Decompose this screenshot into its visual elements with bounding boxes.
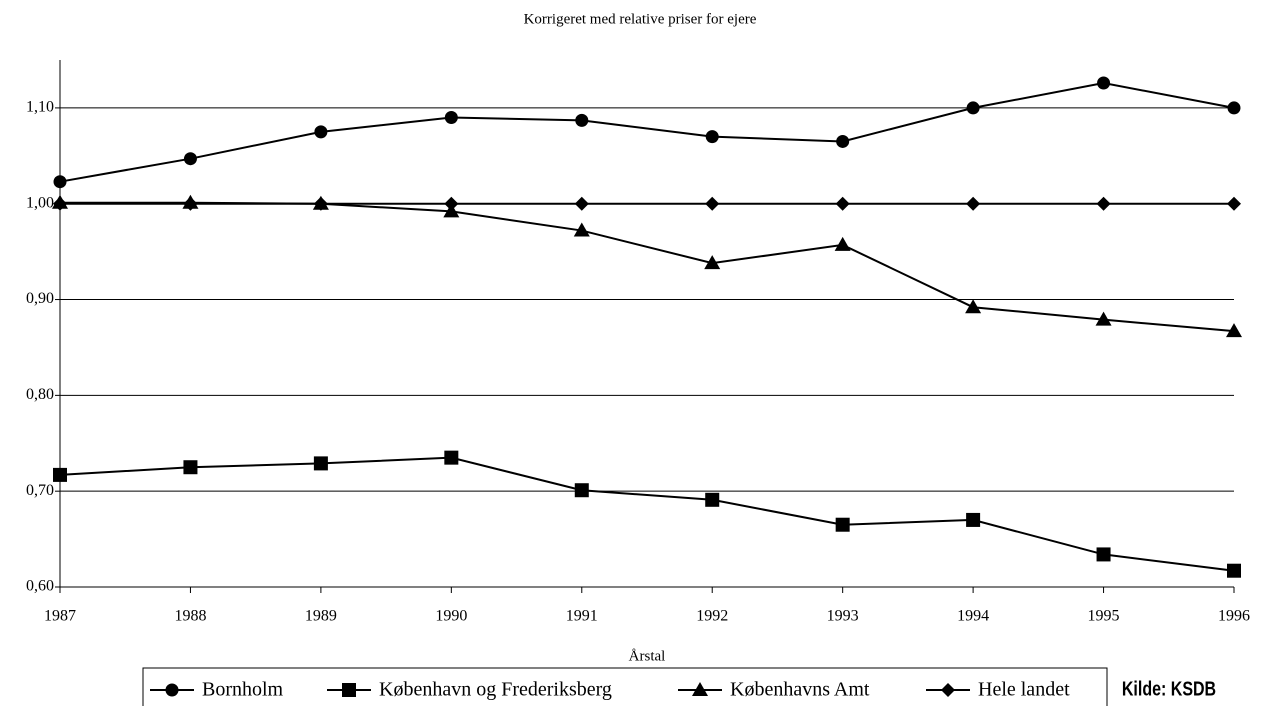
legend-box <box>142 667 1108 706</box>
x-tick-label: 1996 <box>1218 608 1250 625</box>
marker <box>53 467 67 482</box>
x-tick-label: 1994 <box>957 608 989 625</box>
marker <box>941 683 955 697</box>
marker <box>1226 323 1242 338</box>
legend-label: Bornholm <box>202 679 284 701</box>
chart-title: Korrigeret med relative priser for ejere <box>524 11 757 27</box>
x-tick-label: 1993 <box>827 608 859 625</box>
marker <box>573 222 590 237</box>
marker <box>574 196 589 211</box>
marker <box>1095 311 1112 326</box>
marker <box>183 460 198 475</box>
marker <box>692 682 708 696</box>
marker <box>313 196 328 211</box>
legend-label: København og Frederiksberg <box>379 679 612 701</box>
marker <box>313 456 328 471</box>
marker <box>183 152 197 166</box>
marker <box>342 683 356 697</box>
marker <box>705 196 720 211</box>
marker <box>183 196 198 211</box>
marker <box>835 196 850 211</box>
series-line <box>59 81 1235 183</box>
x-axis-label: Årstal <box>629 648 666 664</box>
x-tick-label: 1990 <box>435 608 467 625</box>
y-tick-label: 0,70 <box>26 482 54 499</box>
series-line <box>60 201 1235 333</box>
marker <box>966 101 980 115</box>
marker <box>165 683 179 697</box>
x-tick-label: 1995 <box>1088 608 1120 625</box>
marker <box>1096 547 1111 562</box>
y-tick-label: 0,60 <box>26 578 54 595</box>
marker <box>53 175 67 189</box>
y-tick-label: 1,10 <box>26 99 54 116</box>
marker <box>966 196 981 211</box>
marker <box>1097 76 1111 90</box>
marker <box>705 130 719 144</box>
marker <box>1227 101 1241 115</box>
marker <box>836 134 850 148</box>
series-line <box>59 456 1235 572</box>
marker <box>575 113 589 127</box>
x-tick-label: 1991 <box>566 608 598 625</box>
marker <box>53 196 67 211</box>
x-tick-label: 1987 <box>44 608 76 625</box>
marker <box>835 517 850 532</box>
x-tick-label: 1988 <box>174 608 206 625</box>
marker <box>1227 196 1241 211</box>
x-tick-label: 1989 <box>305 608 337 625</box>
marker <box>966 512 981 527</box>
marker <box>704 255 721 270</box>
marker <box>834 236 851 251</box>
marker <box>444 196 459 211</box>
marker <box>314 125 328 139</box>
marker <box>444 110 458 124</box>
legend-label: Københavns Amt <box>730 679 870 701</box>
marker <box>574 483 589 498</box>
marker <box>444 450 459 465</box>
y-tick-label: 0,80 <box>26 386 54 403</box>
marker <box>1227 563 1241 578</box>
y-tick-label: 0,90 <box>26 290 54 307</box>
marker <box>705 492 720 507</box>
marker <box>965 299 982 314</box>
marker <box>1096 196 1111 211</box>
source-note: Kilde: KSDB <box>1122 678 1216 700</box>
y-tick-label: 1,00 <box>26 194 54 211</box>
legend-label: Hele landet <box>978 679 1070 701</box>
x-tick-label: 1992 <box>696 608 728 625</box>
